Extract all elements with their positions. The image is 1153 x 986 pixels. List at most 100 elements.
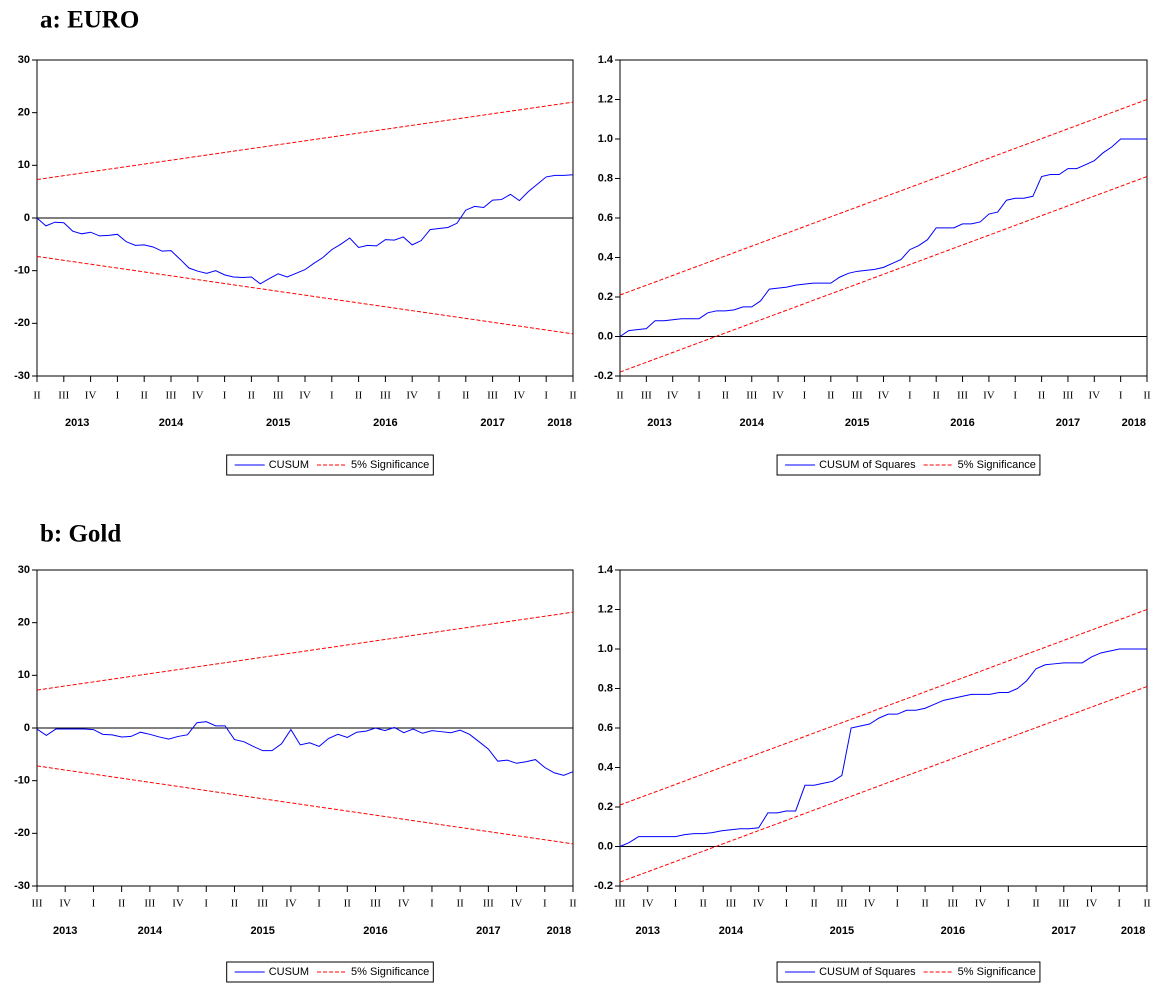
- significance-line: [619, 99, 1148, 296]
- x-tick-label: II: [118, 898, 126, 910]
- x-tick-label: IV: [172, 898, 184, 910]
- x-tick-label: II: [231, 898, 239, 910]
- x-tick-label: II: [700, 898, 708, 910]
- y-tick-label: -0.2: [594, 370, 613, 382]
- significance-line: [619, 176, 1148, 373]
- y-tick-label: 1.2: [598, 603, 613, 615]
- y-tick-label: 20: [18, 617, 30, 629]
- y-tick-label: -0.2: [594, 880, 613, 892]
- series-line: [36, 721, 574, 776]
- legend-label: 5% Significance: [351, 966, 429, 978]
- plot-frame: [619, 569, 1148, 887]
- y-tick-label: -10: [14, 775, 30, 787]
- y-tick-label: 0.0: [598, 330, 613, 342]
- y-tick-label: -30: [14, 370, 30, 382]
- x-tick-label: III: [257, 898, 268, 910]
- significance-line: [619, 609, 1148, 806]
- y-tick-label: 10: [18, 159, 30, 171]
- year-label: 2014: [719, 925, 744, 937]
- x-tick-label: I: [317, 898, 321, 910]
- x-tick-label: II: [569, 898, 577, 910]
- x-tick-label: I: [543, 898, 547, 910]
- year-label: 2016: [373, 417, 397, 429]
- x-tick-label: III: [957, 390, 968, 402]
- x-tick-label: IV: [772, 390, 784, 402]
- y-tick-label: 10: [18, 669, 30, 681]
- x-tick-label: I: [697, 390, 701, 402]
- x-tick-label: II: [355, 390, 363, 402]
- year-label: 2017: [476, 925, 500, 937]
- x-tick-label: II: [722, 390, 730, 402]
- x-tick-label: IV: [983, 390, 995, 402]
- x-tick-label: III: [483, 898, 494, 910]
- x-tick-label: III: [947, 898, 958, 910]
- significance-line: [619, 686, 1148, 883]
- year-label: 2014: [740, 417, 765, 429]
- x-tick-label: II: [1032, 898, 1040, 910]
- legend-label: 5% Significance: [351, 459, 429, 471]
- x-tick-label: IV: [642, 898, 654, 910]
- x-tick-label: III: [1058, 898, 1069, 910]
- significance-line: [36, 255, 574, 335]
- y-tick-label: -30: [14, 880, 30, 892]
- y-tick-label: -20: [14, 317, 30, 329]
- y-tick-label: 1.0: [598, 643, 613, 655]
- x-tick-label: II: [616, 390, 624, 402]
- year-label: 2013: [65, 417, 89, 429]
- x-tick-label: III: [166, 390, 177, 402]
- x-tick-label: IV: [85, 390, 97, 402]
- x-tick-label: IV: [406, 390, 418, 402]
- x-tick-label: III: [836, 898, 847, 910]
- x-tick-label: III: [746, 390, 757, 402]
- x-tick-label: I: [908, 390, 912, 402]
- x-tick-label: I: [1006, 898, 1010, 910]
- significance-line: [36, 101, 574, 181]
- x-tick-label: I: [330, 390, 334, 402]
- x-tick-label: II: [456, 898, 464, 910]
- x-tick-label: I: [1013, 390, 1017, 402]
- x-tick-label: II: [1143, 390, 1151, 402]
- significance-line: [36, 611, 574, 691]
- legend-label: CUSUM of Squares: [819, 966, 916, 978]
- x-tick-label: I: [116, 390, 120, 402]
- y-tick-label: 1.4: [598, 54, 614, 66]
- x-tick-label: IV: [299, 390, 311, 402]
- x-tick-label: II: [33, 390, 41, 402]
- x-tick-label: IV: [753, 898, 765, 910]
- year-label: 2017: [1052, 925, 1076, 937]
- y-tick-label: 1.2: [598, 93, 613, 105]
- x-tick-label: I: [674, 898, 678, 910]
- x-tick-label: II: [248, 390, 256, 402]
- panel-heading: a: EURO: [40, 7, 139, 34]
- x-tick-label: II: [569, 390, 577, 402]
- x-tick-label: II: [933, 390, 941, 402]
- year-label: 2017: [1056, 417, 1080, 429]
- x-tick-label: II: [462, 390, 470, 402]
- y-tick-label: -10: [14, 265, 30, 277]
- x-tick-label: I: [1119, 390, 1123, 402]
- x-tick-label: III: [58, 390, 69, 402]
- x-tick-label: IV: [398, 898, 410, 910]
- x-tick-label: IV: [667, 390, 679, 402]
- legend-label: CUSUM: [269, 966, 309, 978]
- x-tick-label: III: [852, 390, 863, 402]
- x-tick-label: I: [785, 898, 789, 910]
- y-tick-label: 20: [18, 107, 30, 119]
- y-tick-label: 0.4: [598, 761, 614, 773]
- x-tick-label: III: [725, 898, 736, 910]
- x-tick-label: IV: [285, 898, 297, 910]
- x-tick-label: I: [92, 898, 96, 910]
- x-tick-label: III: [1062, 390, 1073, 402]
- x-tick-label: I: [1117, 898, 1121, 910]
- x-tick-label: I: [803, 390, 807, 402]
- x-tick-label: III: [380, 390, 391, 402]
- x-tick-label: I: [204, 898, 208, 910]
- x-tick-label: IV: [975, 898, 987, 910]
- y-tick-label: 30: [18, 54, 30, 66]
- x-tick-label: III: [615, 898, 626, 910]
- x-tick-label: III: [370, 898, 381, 910]
- year-label: 2015: [845, 417, 869, 429]
- year-label: 2015: [250, 925, 274, 937]
- x-tick-label: II: [141, 390, 149, 402]
